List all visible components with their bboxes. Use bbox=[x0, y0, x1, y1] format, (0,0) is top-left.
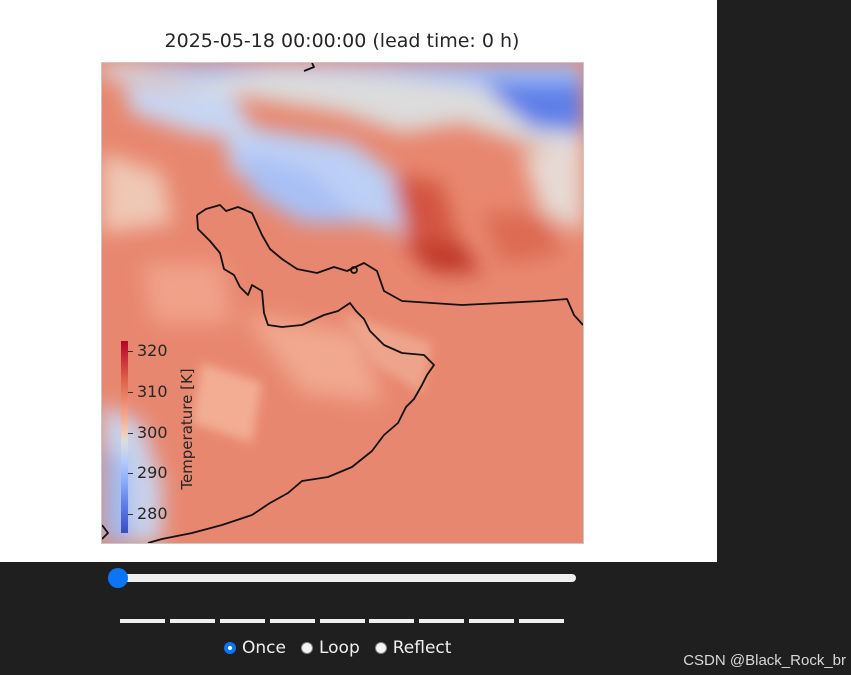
coastlines bbox=[102, 63, 583, 543]
plot-figure: 2025-05-18 00:00:00 (lead time: 0 h) bbox=[0, 0, 717, 562]
fast-back-button[interactable] bbox=[170, 619, 215, 623]
radio-checked-icon[interactable] bbox=[224, 642, 236, 654]
plot-title: 2025-05-18 00:00:00 (lead time: 0 h) bbox=[164, 30, 520, 52]
slider-track[interactable] bbox=[116, 574, 576, 582]
play-button[interactable] bbox=[369, 619, 414, 623]
mode-reflect-radio[interactable]: Reflect bbox=[374, 638, 452, 658]
mode-reflect-label: Reflect bbox=[392, 638, 452, 658]
map-svg bbox=[102, 63, 583, 543]
watermark: CSDN @Black_Rock_br bbox=[683, 652, 846, 669]
frame-slider[interactable] bbox=[108, 568, 578, 588]
last-frame-button[interactable] bbox=[519, 619, 564, 623]
play-reverse-button[interactable] bbox=[270, 619, 315, 623]
fast-forward-button[interactable] bbox=[469, 619, 514, 623]
mode-once-label: Once bbox=[242, 638, 286, 658]
radio-unchecked-icon[interactable] bbox=[300, 642, 313, 654]
radio-unchecked-icon[interactable] bbox=[374, 642, 387, 654]
temperature-map bbox=[101, 62, 584, 544]
slider-thumb[interactable] bbox=[108, 568, 128, 588]
mode-loop-label: Loop bbox=[318, 638, 360, 658]
next-frame-button[interactable] bbox=[419, 619, 464, 623]
mode-once-radio[interactable]: Once bbox=[224, 638, 286, 658]
loop-mode-group: Once Loop Reflect bbox=[224, 638, 466, 658]
mode-loop-radio[interactable]: Loop bbox=[300, 638, 360, 658]
fine-field bbox=[192, 313, 432, 443]
prev-frame-button[interactable] bbox=[220, 619, 265, 623]
pause-button[interactable] bbox=[320, 619, 365, 623]
first-frame-button[interactable] bbox=[120, 619, 165, 623]
